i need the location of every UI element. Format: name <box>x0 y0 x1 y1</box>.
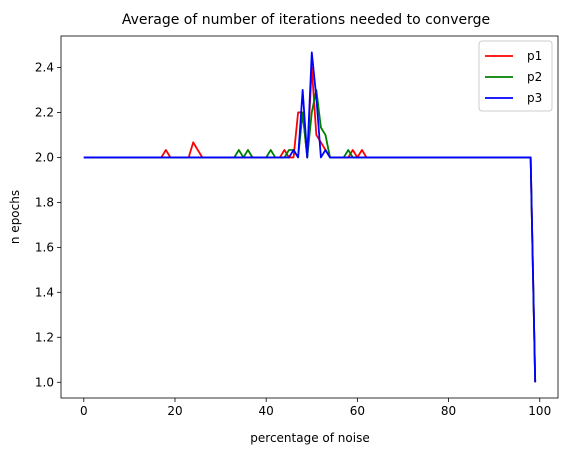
y-tick-label: 2.2 <box>35 105 54 119</box>
x-axis-label: percentage of noise <box>250 431 369 445</box>
x-tick-label: 100 <box>528 404 551 418</box>
y-tick-label: 1.0 <box>35 375 54 389</box>
plot-area <box>60 35 559 399</box>
y-tick-label: 1.6 <box>35 240 54 254</box>
y-tick-label: 1.2 <box>35 330 54 344</box>
y-axis-label: n epochs <box>8 190 22 244</box>
x-tick-label: 60 <box>350 404 365 418</box>
x-axis-ticks: 0 20 40 60 80 100 <box>80 398 551 418</box>
x-tick-label: 40 <box>259 404 274 418</box>
y-tick-label: 1.4 <box>35 285 54 299</box>
legend-box <box>478 40 553 112</box>
plot-frame <box>60 35 559 399</box>
legend: p1 p2 p3 <box>478 40 553 112</box>
y-axis-ticks: 1.0 1.2 1.4 1.6 1.8 2.0 2.2 2.4 <box>35 60 61 389</box>
x-tick-label: 80 <box>441 404 456 418</box>
x-tick-label: 20 <box>167 404 182 418</box>
series-lines <box>83 51 537 383</box>
legend-label-p3: p3 <box>527 91 542 105</box>
legend-label-p2: p2 <box>527 70 542 84</box>
series-line-p2 <box>83 89 537 383</box>
y-tick-label: 2.4 <box>35 60 54 74</box>
y-tick-label: 2.0 <box>35 150 54 164</box>
y-tick-label: 1.8 <box>35 195 54 209</box>
legend-items: p1 p2 p3 <box>485 49 542 105</box>
chart-title: Average of number of iterations needed t… <box>122 12 490 28</box>
series-line-p3 <box>83 51 537 383</box>
legend-label-p1: p1 <box>527 49 542 63</box>
x-tick-label: 0 <box>80 404 88 418</box>
